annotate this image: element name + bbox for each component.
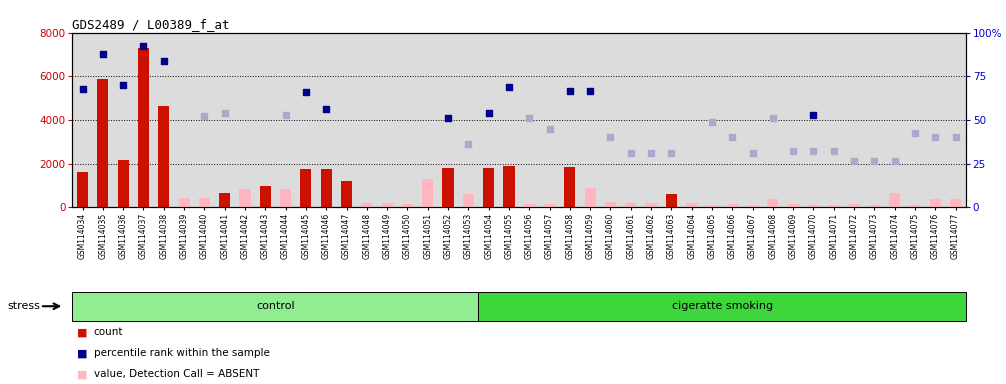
Point <box>136 43 152 49</box>
Bar <box>77 172 89 207</box>
Bar <box>72 292 479 321</box>
Bar <box>199 197 210 207</box>
Point <box>582 88 599 94</box>
Point <box>216 110 232 116</box>
Bar <box>544 204 555 207</box>
Bar <box>381 203 392 207</box>
Bar <box>178 197 190 207</box>
Bar <box>463 194 474 207</box>
Bar <box>138 48 149 207</box>
Point <box>74 86 91 93</box>
Point <box>561 88 577 94</box>
Point <box>785 147 801 154</box>
Text: control: control <box>257 301 295 311</box>
Bar <box>930 199 941 207</box>
Text: ■: ■ <box>77 348 88 358</box>
Point <box>521 115 537 121</box>
Bar <box>605 202 616 207</box>
Point <box>846 159 862 165</box>
Text: stress: stress <box>7 301 40 311</box>
Point <box>928 134 944 141</box>
Bar <box>869 205 880 207</box>
Bar <box>889 193 900 207</box>
Point <box>806 111 822 118</box>
Point <box>156 58 172 64</box>
Bar <box>747 205 759 207</box>
Point <box>298 89 314 95</box>
Point <box>806 147 822 154</box>
Point <box>278 111 294 118</box>
Point <box>886 159 902 165</box>
Bar <box>219 193 230 207</box>
Point <box>603 134 619 141</box>
Text: GDS2489 / L00389_f_at: GDS2489 / L00389_f_at <box>72 18 230 31</box>
Bar <box>706 205 717 207</box>
Bar <box>564 167 575 207</box>
Bar <box>158 106 169 207</box>
Bar <box>768 199 779 207</box>
Point <box>744 150 761 156</box>
Bar <box>260 185 271 207</box>
Bar <box>625 203 637 207</box>
Point <box>623 150 639 156</box>
Point <box>461 141 477 147</box>
Text: value, Detection Call = ABSENT: value, Detection Call = ABSENT <box>94 369 259 379</box>
Bar <box>401 204 413 207</box>
Point <box>826 147 842 154</box>
Bar <box>726 204 737 207</box>
Point <box>481 110 497 116</box>
Bar <box>828 205 839 207</box>
Bar <box>524 204 535 207</box>
Bar <box>666 194 677 207</box>
Point <box>115 82 131 88</box>
Bar <box>443 168 454 207</box>
Point <box>541 126 557 132</box>
Text: count: count <box>94 327 123 337</box>
Bar <box>483 168 494 207</box>
Bar <box>361 203 372 207</box>
Point <box>643 150 659 156</box>
Point <box>318 106 334 112</box>
Bar <box>118 161 129 207</box>
Bar <box>479 292 966 321</box>
Bar <box>341 181 352 207</box>
Bar <box>788 204 799 207</box>
Point <box>866 159 882 165</box>
Point <box>196 113 212 119</box>
Bar <box>848 204 860 207</box>
Point <box>724 134 740 141</box>
Bar <box>503 166 514 207</box>
Text: ■: ■ <box>77 327 88 337</box>
Point <box>95 51 111 58</box>
Point <box>501 84 517 90</box>
Point <box>948 134 964 141</box>
Bar <box>423 179 434 207</box>
Text: percentile rank within the sample: percentile rank within the sample <box>94 348 270 358</box>
Bar <box>646 203 657 207</box>
Text: ■: ■ <box>77 369 88 379</box>
Bar <box>584 188 596 207</box>
Bar <box>301 169 312 207</box>
Point <box>704 119 720 125</box>
Bar <box>909 205 920 207</box>
Bar <box>98 78 109 207</box>
Bar <box>950 199 961 207</box>
Bar <box>686 203 697 207</box>
Point <box>765 115 781 121</box>
Bar <box>280 189 291 207</box>
Bar <box>321 169 332 207</box>
Text: cigeratte smoking: cigeratte smoking <box>672 301 773 311</box>
Point <box>440 115 456 121</box>
Bar <box>808 205 819 207</box>
Point <box>907 130 924 136</box>
Point <box>663 150 679 156</box>
Bar <box>239 189 250 207</box>
